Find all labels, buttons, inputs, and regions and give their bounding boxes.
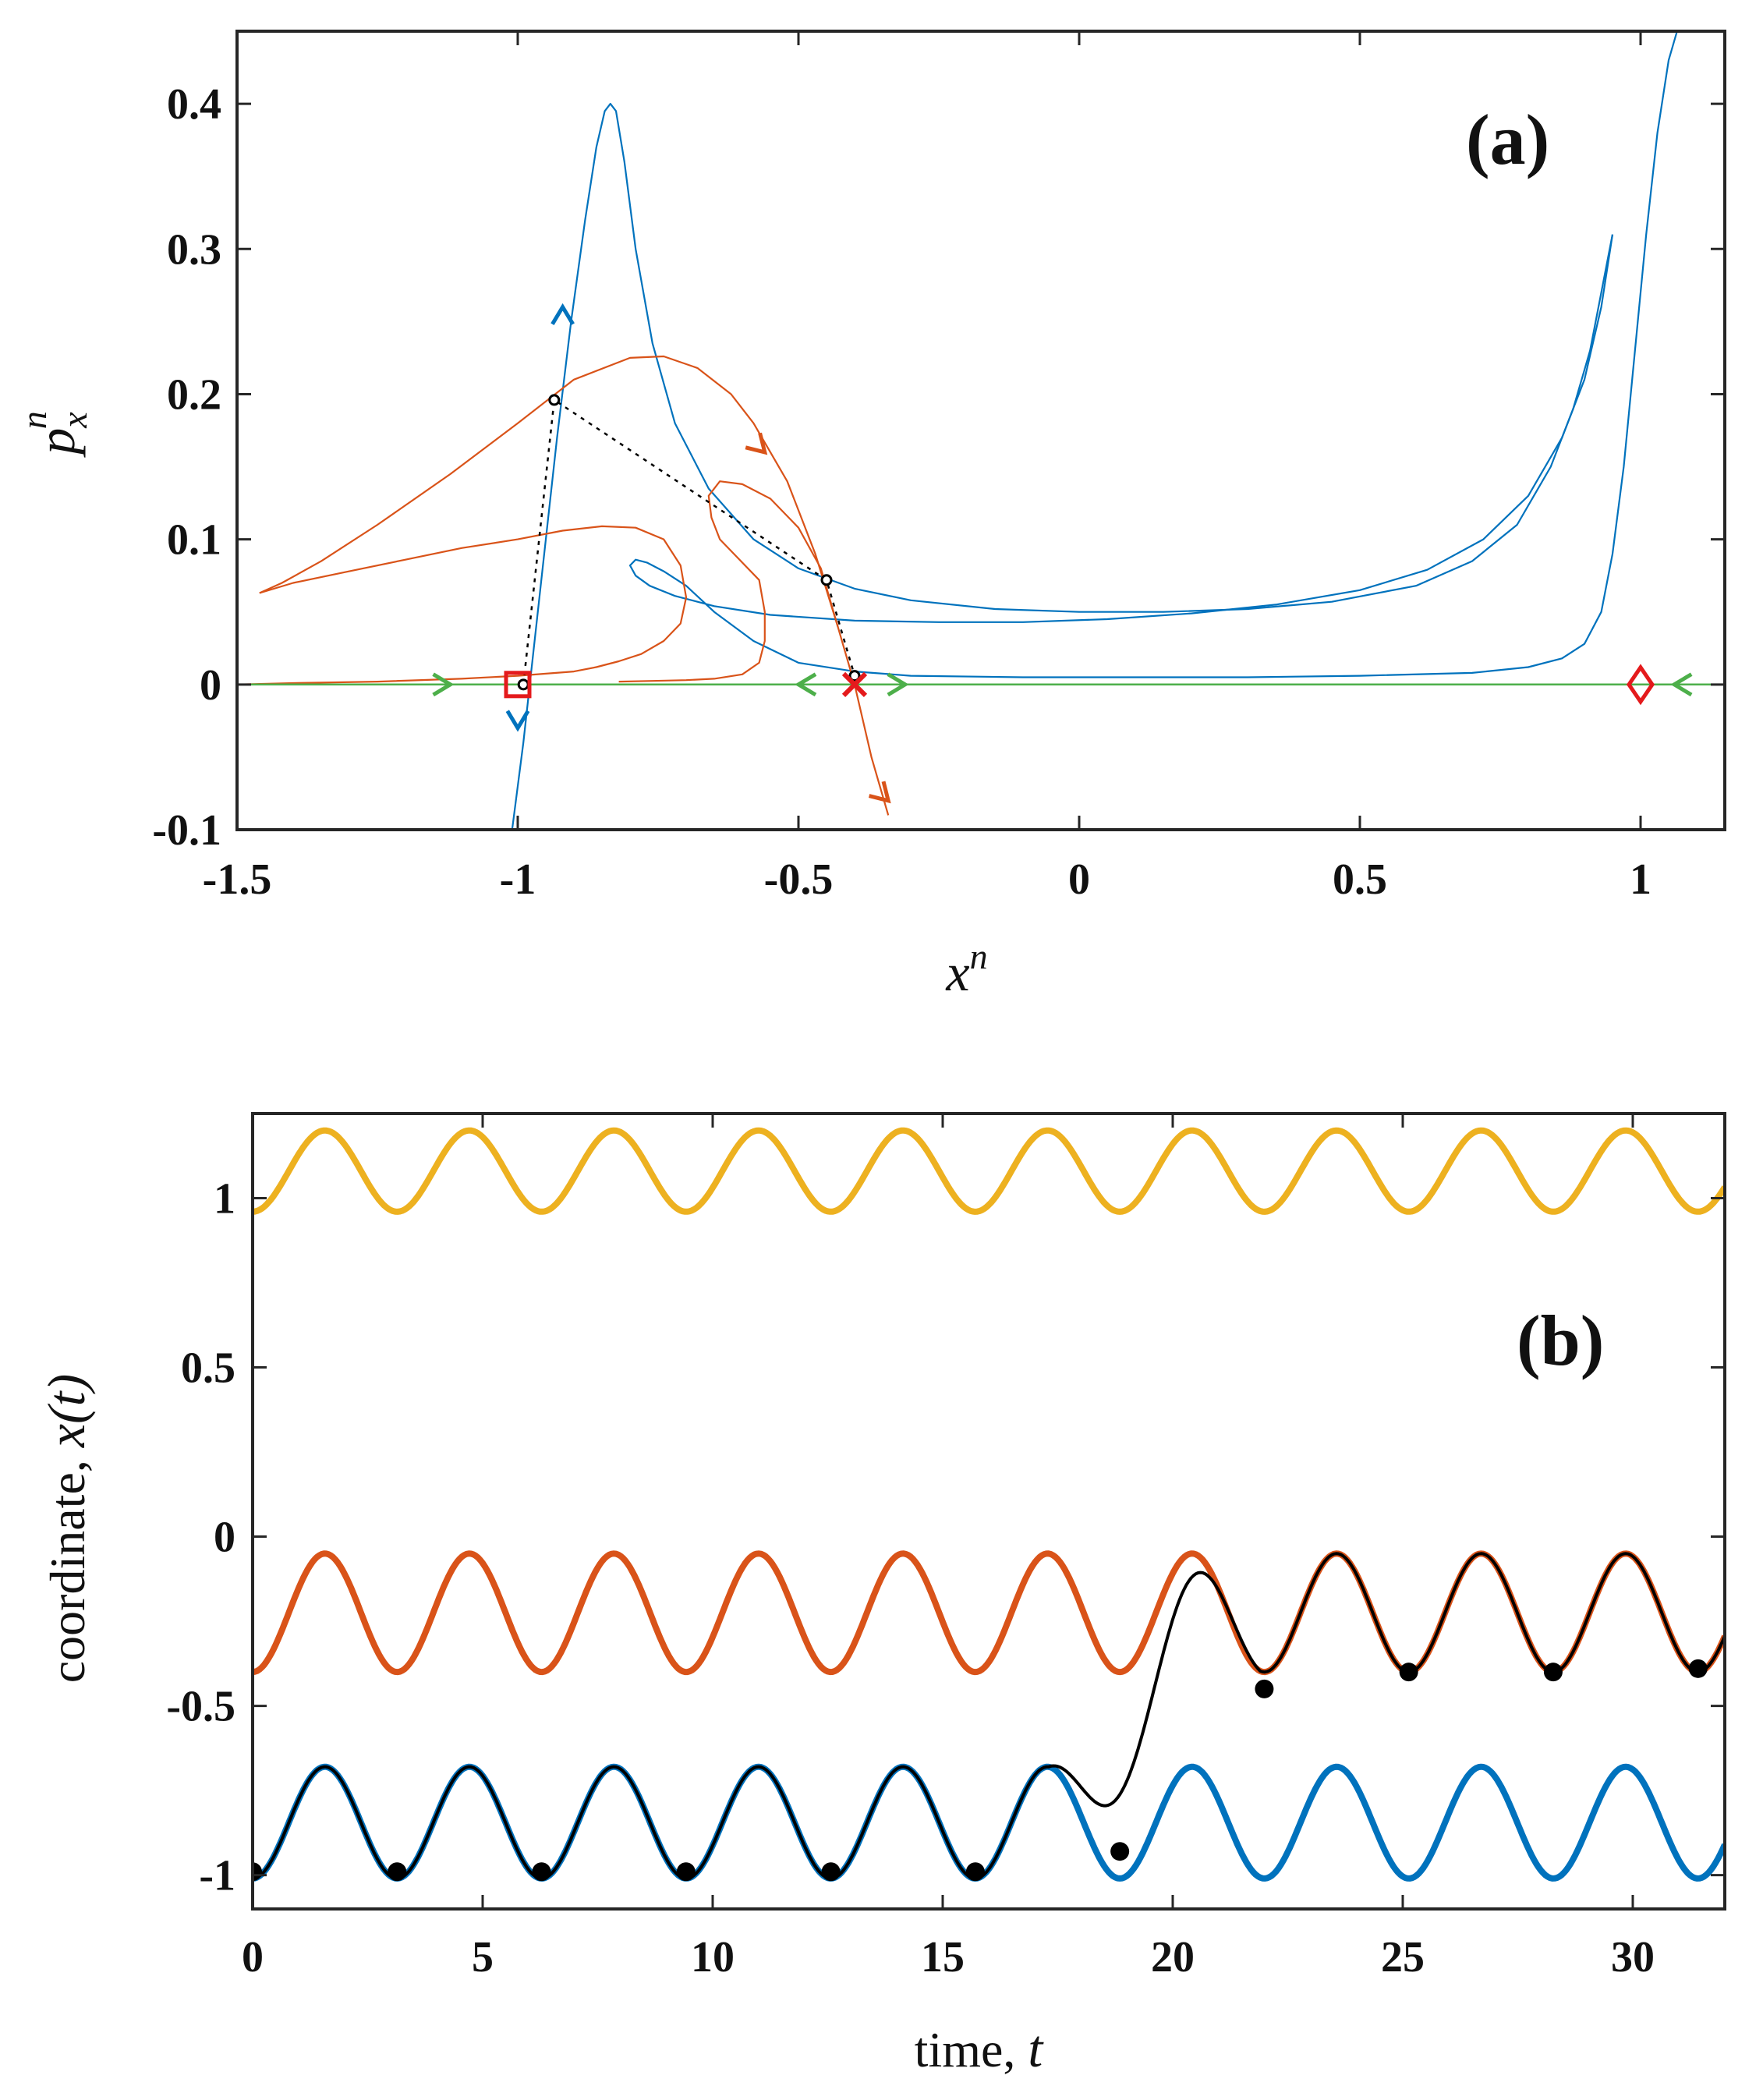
panel-b-sample-point [1543, 1663, 1563, 1682]
panel-a-diamond-marker [1626, 664, 1655, 706]
panel-a-arrow-down-right [745, 432, 768, 455]
panel-a-series-3 [237, 525, 688, 685]
panel-a-orbit-point [517, 678, 529, 691]
panel-b-sample-point [532, 1862, 551, 1882]
panel-a-ytick-label: 0 [200, 661, 221, 710]
panel-a-series-6 [522, 398, 856, 685]
panel-b-sample-point [253, 1862, 262, 1882]
panel-b-xtick-label: 20 [1151, 1933, 1195, 1981]
panel-b-sample-point [388, 1862, 407, 1882]
panel-a-frame [235, 30, 1726, 831]
panel-a-series-1 [628, 31, 1678, 678]
panel-a-series-group [237, 31, 1725, 830]
panel-b-ytick-label: 0.5 [181, 1344, 235, 1393]
panel-b-ytick-label: -0.5 [166, 1683, 235, 1731]
panel-b-x-axis-label: time, t [915, 2019, 1045, 2078]
panel-b-series-yellow [253, 1127, 1725, 1215]
panel-b-xtick-label: 10 [691, 1933, 735, 1981]
panel-a-ytick-label: 0.4 [167, 80, 221, 129]
panel-b-sample-point [676, 1862, 696, 1882]
panel-b-ytick-label: 0 [214, 1514, 235, 1562]
panel-a-ytick-label: -0.1 [152, 806, 221, 855]
panel-a-arrow-right [432, 672, 455, 697]
panel-a-arrow-down [505, 710, 530, 732]
svg-text:time, t: time, t [915, 2019, 1045, 2078]
panel-b-sample-point [1688, 1659, 1708, 1678]
panel-b-ytick-label: 1 [214, 1175, 235, 1224]
panel-a-arrow-left [1670, 672, 1693, 697]
panel-b-xtick-label: 5 [472, 1933, 494, 1981]
panel-a-curves [237, 31, 1725, 830]
svg-text:pxn: pxn [14, 411, 94, 457]
panel-b-sample-point [1110, 1842, 1130, 1861]
panel-b-xtick-label: 25 [1381, 1933, 1425, 1981]
panel-b-label: (b) [1517, 1301, 1604, 1380]
panel-a-arrow-right [887, 672, 909, 697]
panel-a-ticks: -1.5 -1 -0.5 0 0.5 1 -0.1 0 0.1 0.2 0.3 0.4 [152, 31, 1725, 904]
panel-a-arrow-up [550, 303, 575, 325]
panel-a-ytick-label: 0.1 [167, 516, 221, 565]
panel-b-series-group [253, 1127, 1725, 1882]
panel-a-xtick-label: -0.5 [764, 855, 834, 904]
panel-a-orbit-point [848, 670, 861, 682]
panel-a-label: (a) [1466, 100, 1549, 179]
panel-b-xtick-label: 30 [1611, 1933, 1655, 1981]
panel-a-xtick-label: -1 [500, 855, 536, 904]
panel-a-xtick-label: 0 [1068, 855, 1090, 904]
panel-b-sample-point [1255, 1679, 1274, 1698]
panel-a-arrow-left [795, 672, 817, 697]
panel-a-orbit-point [820, 574, 833, 586]
panel-a-cross-marker [841, 671, 868, 697]
panel-a-ytick-label: 0.3 [167, 225, 221, 274]
panel-b-xtick-label: 0 [242, 1933, 264, 1981]
svg-text:xn: xn [945, 937, 987, 1002]
panel-b-curves [253, 1127, 1725, 1882]
panel-a-arrow-down-right [868, 781, 891, 804]
panel-b-sample-point [1399, 1663, 1418, 1682]
panel-b-plot-area [253, 1114, 1725, 1909]
panel-a-orbit-point [548, 394, 561, 406]
panel-b: 0 5 10 15 20 25 30 -1 -0.5 0 0.5 1 (b) time, t coor… [37, 1112, 1726, 2078]
panel-a-ytick-label: 0.2 [167, 370, 221, 419]
panel-b-frame [251, 1112, 1726, 1911]
panel-a-xtick-label: -1.5 [203, 855, 272, 904]
panel-a-y-axis-label: pxn [14, 411, 94, 457]
panel-a-xtick-label: 0.5 [1333, 855, 1387, 904]
panel-b-series-black [253, 1552, 1725, 1880]
svg-text:coordinate, x(t): coordinate, x(t) [37, 1374, 96, 1683]
panel-a-series-4 [618, 480, 839, 683]
panel-b-sample-point [821, 1862, 841, 1882]
panel-a-x-axis-label: xn [945, 937, 987, 1002]
panel-b-ticks: 0 5 10 15 20 25 30 -1 -0.5 0 0.5 1 [166, 1114, 1725, 1981]
panel-b-xtick-label: 15 [921, 1933, 965, 1981]
panel-b-y-axis-label: coordinate, x(t) [37, 1374, 96, 1683]
panel-a-series-0 [511, 103, 1614, 830]
panel-b-ytick-label: -1 [199, 1852, 235, 1900]
panel-a: -1.5 -1 -0.5 0 0.5 1-0.100.10.20.30.4 (a) xn … [14, 30, 1726, 1002]
panel-a-square-marker [504, 671, 532, 699]
panel-a-plot-area [237, 31, 1725, 830]
panel-b-sample-point [965, 1862, 985, 1882]
panel-a-xtick-label: 1 [1630, 855, 1651, 904]
